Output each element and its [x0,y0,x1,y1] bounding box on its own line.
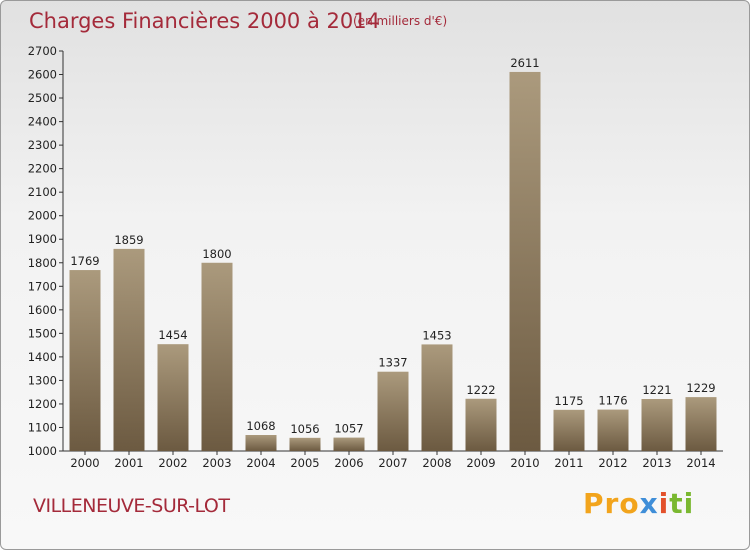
y-tick-label: 2200 [28,162,57,176]
bar-value-label: 1337 [378,356,407,370]
y-tick-label: 2000 [28,209,57,223]
x-tick-label: 2010 [510,456,539,470]
y-tick-label: 1100 [28,420,57,434]
y-tick-label: 2600 [28,68,57,82]
y-axis: 1000 1100 1200 1300 1400 1500 1600 1700 1800 1900… [28,44,64,458]
bar [245,435,277,451]
y-tick-label: 1300 [28,373,57,387]
y-tick-label: 1000 [28,444,57,458]
y-tick-label: 1900 [28,232,57,246]
x-tick-label: 2006 [334,456,363,470]
x-tick-label: 2003 [202,456,231,470]
place-name: VILLENEUVE-SUR-LOT [33,495,230,517]
x-tick-label: 2011 [554,456,583,470]
y-tick-label: 1500 [28,326,57,340]
x-tick-label: 2012 [598,456,627,470]
y-tick-label: 2400 [28,115,57,129]
x-tick-label: 2013 [642,456,671,470]
y-tick-label: 2100 [28,185,57,199]
bar [597,409,629,451]
bar [509,71,541,452]
bars: 1769 1859 1454 1800 1068 1056 1057 1337 1453 1222… [69,56,717,452]
bar [157,344,189,451]
x-axis: 2000 2001 2002 2003 2004 2005 2006 2007 2008 2009… [63,450,723,470]
chart-title: Charges Financières 2000 à 2014 [29,9,380,33]
chart-subtitle: (en milliers d'€) [353,14,448,28]
bar-value-label: 1229 [686,381,715,395]
brand-part-1: Pro [583,487,640,520]
y-tick-label: 2500 [28,91,57,105]
bar [685,397,717,451]
x-tick-label: 2009 [466,456,495,470]
bar-value-label: 2611 [510,56,539,70]
bar-value-label: 1175 [554,394,583,408]
bar-value-label: 1057 [334,422,363,436]
bar [553,409,585,451]
bar-value-label: 1176 [598,394,627,408]
bar-value-label: 1056 [290,422,319,436]
bar [289,437,321,451]
x-tick-label: 2000 [70,456,99,470]
bar-value-label: 1221 [642,383,671,397]
x-tick-label: 2002 [158,456,187,470]
bar-value-label: 1769 [70,254,99,268]
bar [641,399,673,451]
bar [421,344,453,451]
y-tick-label: 2300 [28,138,57,152]
bar [333,437,365,451]
y-tick-label: 1800 [28,256,57,270]
bar [113,248,145,451]
y-tick-label: 2700 [28,44,57,58]
y-tick-label: 1600 [28,303,57,317]
x-tick-label: 2014 [686,456,715,470]
brand-logo[interactable]: Proxiti [583,487,694,520]
brand-part-3: i [658,487,670,520]
y-tick-label: 1200 [28,397,57,411]
bar [377,371,409,451]
y-tick-label: 1700 [28,279,57,293]
bar-value-label: 1453 [422,328,451,342]
x-tick-label: 2001 [114,456,143,470]
bar [201,262,233,451]
bar-value-label: 1859 [114,233,143,247]
y-tick-label: 1400 [28,350,57,364]
x-tick-label: 2005 [290,456,319,470]
bar [465,398,497,451]
brand-part-2: x [639,487,659,520]
bar-value-label: 1068 [246,419,275,433]
bar [69,270,101,451]
brand-part-4: ti [669,487,695,520]
bar-value-label: 1222 [466,383,495,397]
x-tick-label: 2008 [422,456,451,470]
bar-value-label: 1800 [202,247,231,261]
x-tick-label: 2004 [246,456,275,470]
bar-value-label: 1454 [158,328,187,342]
x-tick-label: 2007 [378,456,407,470]
